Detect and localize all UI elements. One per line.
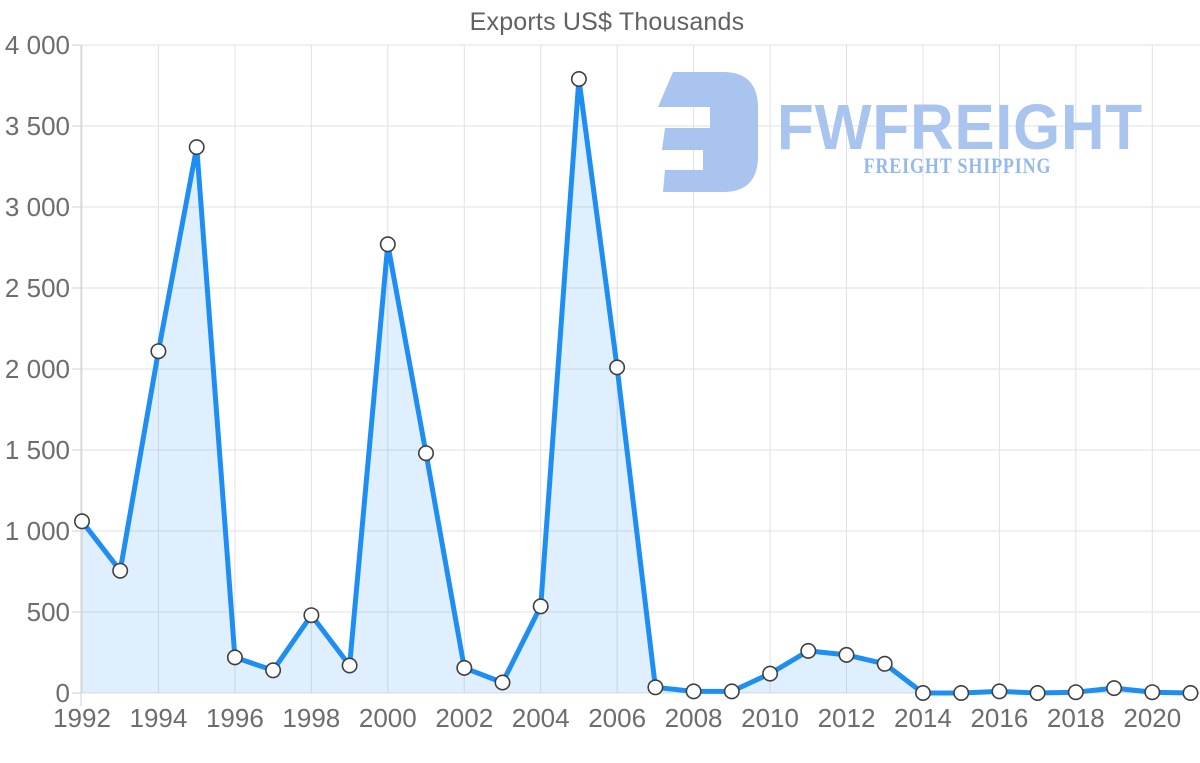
data-point-1993[interactable] [112, 562, 129, 579]
data-point-2000[interactable] [379, 236, 396, 253]
y-tick-label: 1 000 [5, 516, 70, 546]
data-point-1995[interactable] [188, 139, 205, 156]
data-point-1996[interactable] [226, 649, 243, 666]
x-tick-label: 1996 [206, 703, 264, 733]
data-point-2013[interactable] [876, 655, 893, 672]
data-point-2003[interactable] [494, 674, 511, 691]
x-tick-label: 1994 [130, 703, 188, 733]
data-point-1997[interactable] [265, 662, 282, 679]
data-point-1998[interactable] [303, 607, 320, 624]
y-tick-label: 4 000 [5, 30, 70, 60]
data-point-2002[interactable] [456, 659, 473, 676]
data-points [74, 71, 1199, 701]
data-point-2012[interactable] [838, 646, 855, 663]
data-point-1994[interactable] [150, 343, 167, 360]
x-tick-label: 2000 [359, 703, 417, 733]
data-point-2018[interactable] [1067, 684, 1084, 701]
x-tick-label: 1998 [282, 703, 340, 733]
data-point-2020[interactable] [1144, 684, 1161, 701]
data-point-2006[interactable] [609, 359, 626, 376]
y-tick-label: 2 500 [5, 273, 70, 303]
x-tick-label: 2010 [741, 703, 799, 733]
data-point-2001[interactable] [417, 445, 434, 462]
x-axis-labels: 1992 1994 1996 1998 2000 2002 2004 2006 2008 2010… [53, 703, 1181, 733]
data-point-2021[interactable] [1182, 684, 1199, 701]
data-point-2019[interactable] [1106, 680, 1123, 697]
data-point-1992[interactable] [74, 513, 91, 530]
data-point-2009[interactable] [723, 683, 740, 700]
horizontal-gridlines [72, 44, 1200, 694]
x-tick-label: 2014 [894, 703, 952, 733]
data-point-2004[interactable] [532, 598, 549, 615]
y-tick-label: 500 [27, 597, 70, 627]
data-point-2014[interactable] [914, 684, 931, 701]
data-point-2017[interactable] [1029, 684, 1046, 701]
x-tick-label: 2016 [970, 703, 1028, 733]
data-point-2008[interactable] [685, 683, 702, 700]
series-area [82, 79, 1191, 693]
data-point-2010[interactable] [762, 665, 779, 682]
data-point-2016[interactable] [991, 683, 1008, 700]
data-point-2005[interactable] [570, 71, 587, 88]
data-point-2007[interactable] [647, 679, 664, 696]
x-tick-label: 1992 [53, 703, 111, 733]
y-tick-label: 2 000 [5, 354, 70, 384]
y-tick-label: 1 500 [5, 435, 70, 465]
x-tick-label: 2012 [818, 703, 876, 733]
chart-title: Exports US$ Thousands [469, 8, 745, 36]
y-tick-label: 0 [56, 678, 70, 708]
x-tick-label: 2008 [665, 703, 723, 733]
data-point-1999[interactable] [341, 657, 358, 674]
y-tick-label: 3 000 [5, 192, 70, 222]
data-point-2015[interactable] [953, 684, 970, 701]
x-tick-label: 2006 [588, 703, 646, 733]
x-tick-label: 2020 [1123, 703, 1181, 733]
y-axis-labels: 0 500 1 000 1 500 2 000 2 500 3 000 3 500 4 000 [5, 30, 70, 708]
x-tick-label: 2018 [1047, 703, 1105, 733]
data-point-2011[interactable] [800, 642, 817, 659]
x-tick-label: 2004 [512, 703, 570, 733]
x-tick-label: 2002 [435, 703, 493, 733]
y-tick-label: 3 500 [5, 111, 70, 141]
